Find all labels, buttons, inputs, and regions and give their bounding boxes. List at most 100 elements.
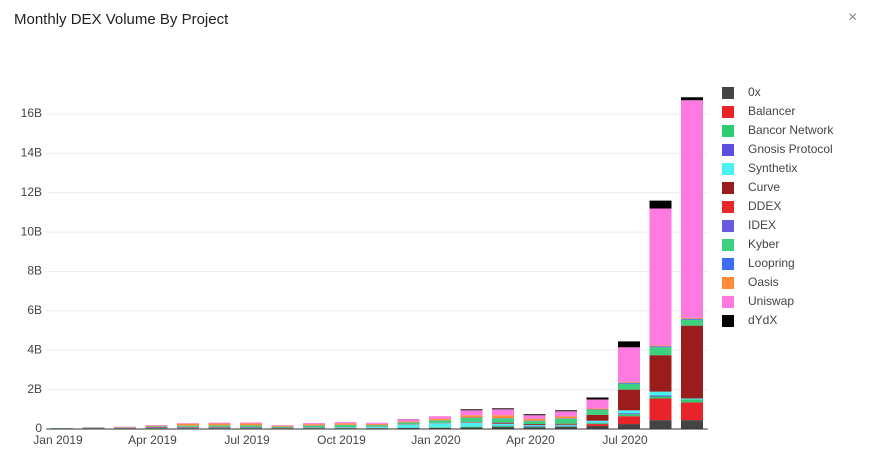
legend-swatch <box>722 106 734 118</box>
bar-segment <box>492 408 514 410</box>
legend-swatch <box>722 258 734 270</box>
bar-segment <box>492 415 514 419</box>
legend-swatch <box>722 220 734 232</box>
bar-segment <box>586 399 609 409</box>
y-tick-label: 16B <box>21 106 42 120</box>
bar-segment <box>460 426 483 428</box>
legend-swatch <box>722 125 734 137</box>
bar-segment <box>555 423 577 425</box>
bar-segment <box>649 355 672 392</box>
bar-segment <box>460 417 483 422</box>
bar-segment <box>492 422 514 424</box>
bar-segment <box>303 424 325 426</box>
bar-segment <box>177 423 199 426</box>
legend-swatch <box>722 239 734 251</box>
bar-segment <box>586 426 609 429</box>
legend-label: Uniswap <box>748 294 794 308</box>
close-button[interactable]: × <box>848 9 857 26</box>
bar-segment <box>618 413 640 415</box>
bar-segment <box>460 409 483 411</box>
y-tick-label: 8B <box>27 264 42 278</box>
bar-segment <box>366 422 388 424</box>
bar-segment <box>649 420 672 429</box>
bar-segment <box>618 389 640 411</box>
bar-segment <box>649 200 672 209</box>
bar-segment <box>145 427 168 428</box>
legend-swatch <box>722 163 734 175</box>
legend-label: IDEX <box>748 218 776 232</box>
bar-segment <box>618 382 640 384</box>
bar-segment <box>649 208 672 346</box>
bar-segment <box>555 411 577 417</box>
bar-segment <box>555 427 577 429</box>
bar-segment <box>492 418 514 423</box>
bar-segment <box>460 410 483 416</box>
bar-segment <box>681 325 703 399</box>
bar-segment <box>586 397 609 400</box>
bar-segment <box>208 422 231 424</box>
bar-segment <box>177 426 199 428</box>
bar-segment <box>492 426 514 428</box>
bar-segment <box>366 425 388 427</box>
x-tick-label: Jan 2019 <box>33 433 83 447</box>
legend-swatch <box>722 87 734 99</box>
bar-segment <box>460 427 483 429</box>
bar-segment <box>240 423 262 426</box>
bar-segment <box>334 422 357 424</box>
bar-segment <box>649 347 672 356</box>
legend-swatch <box>722 144 734 156</box>
bar-segment <box>618 347 640 382</box>
legend-label: DDEX <box>748 199 781 213</box>
bar-segment <box>649 346 672 348</box>
bar-segment <box>681 399 703 403</box>
legend-swatch <box>722 182 734 194</box>
legend-swatch <box>722 277 734 289</box>
bar-segment <box>523 424 546 426</box>
bar-segment <box>145 425 168 427</box>
bar-segment <box>618 424 640 429</box>
y-tick-label: 10B <box>21 224 42 238</box>
bar-segment <box>460 422 483 427</box>
bar-segment <box>681 97 703 101</box>
legend-label: dYdX <box>748 313 777 327</box>
legend-label: Balancer <box>748 104 795 118</box>
y-tick-label: 0 <box>35 421 42 435</box>
bar-segment <box>681 318 703 320</box>
bar-segment <box>586 424 609 427</box>
bar-segment <box>303 423 325 425</box>
bar-segment <box>177 425 199 427</box>
x-tick-label: Apr 2020 <box>506 433 555 447</box>
bar-segment <box>555 426 577 428</box>
bar-segment <box>145 425 168 426</box>
bar-segment <box>523 415 546 419</box>
x-tick-label: Oct 2019 <box>317 433 366 447</box>
bar-segment <box>208 426 231 428</box>
bar-segment <box>681 319 703 326</box>
bar-segment <box>145 426 168 428</box>
bar-segment <box>586 409 609 415</box>
bar-segment <box>649 391 672 396</box>
legend-label: 0x <box>748 85 761 99</box>
bar-segment <box>523 426 546 428</box>
bar-segment <box>681 398 703 400</box>
bar-segment <box>586 408 609 410</box>
bar-segment <box>681 420 703 429</box>
bar-segment <box>586 414 609 421</box>
legend-label: Curve <box>748 180 780 194</box>
bar-segment <box>334 425 357 428</box>
bar-segment <box>681 402 703 421</box>
legend-label: Bancor Network <box>748 123 834 137</box>
bar-segment <box>555 425 577 427</box>
x-tick-label: Jul 2019 <box>224 433 270 447</box>
y-tick-label: 6B <box>27 303 42 317</box>
x-tick-label: Jan 2020 <box>411 433 461 447</box>
bar-segment <box>649 398 672 421</box>
legend-label: Gnosis Protocol <box>748 142 833 156</box>
legend-swatch <box>722 201 734 213</box>
bar-segment <box>555 418 577 424</box>
bar-segment <box>523 414 546 416</box>
bar-segment <box>460 415 483 418</box>
y-tick-label: 14B <box>21 146 42 160</box>
bar-segment <box>618 341 640 348</box>
chart-title: Monthly DEX Volume By Project <box>14 11 229 28</box>
